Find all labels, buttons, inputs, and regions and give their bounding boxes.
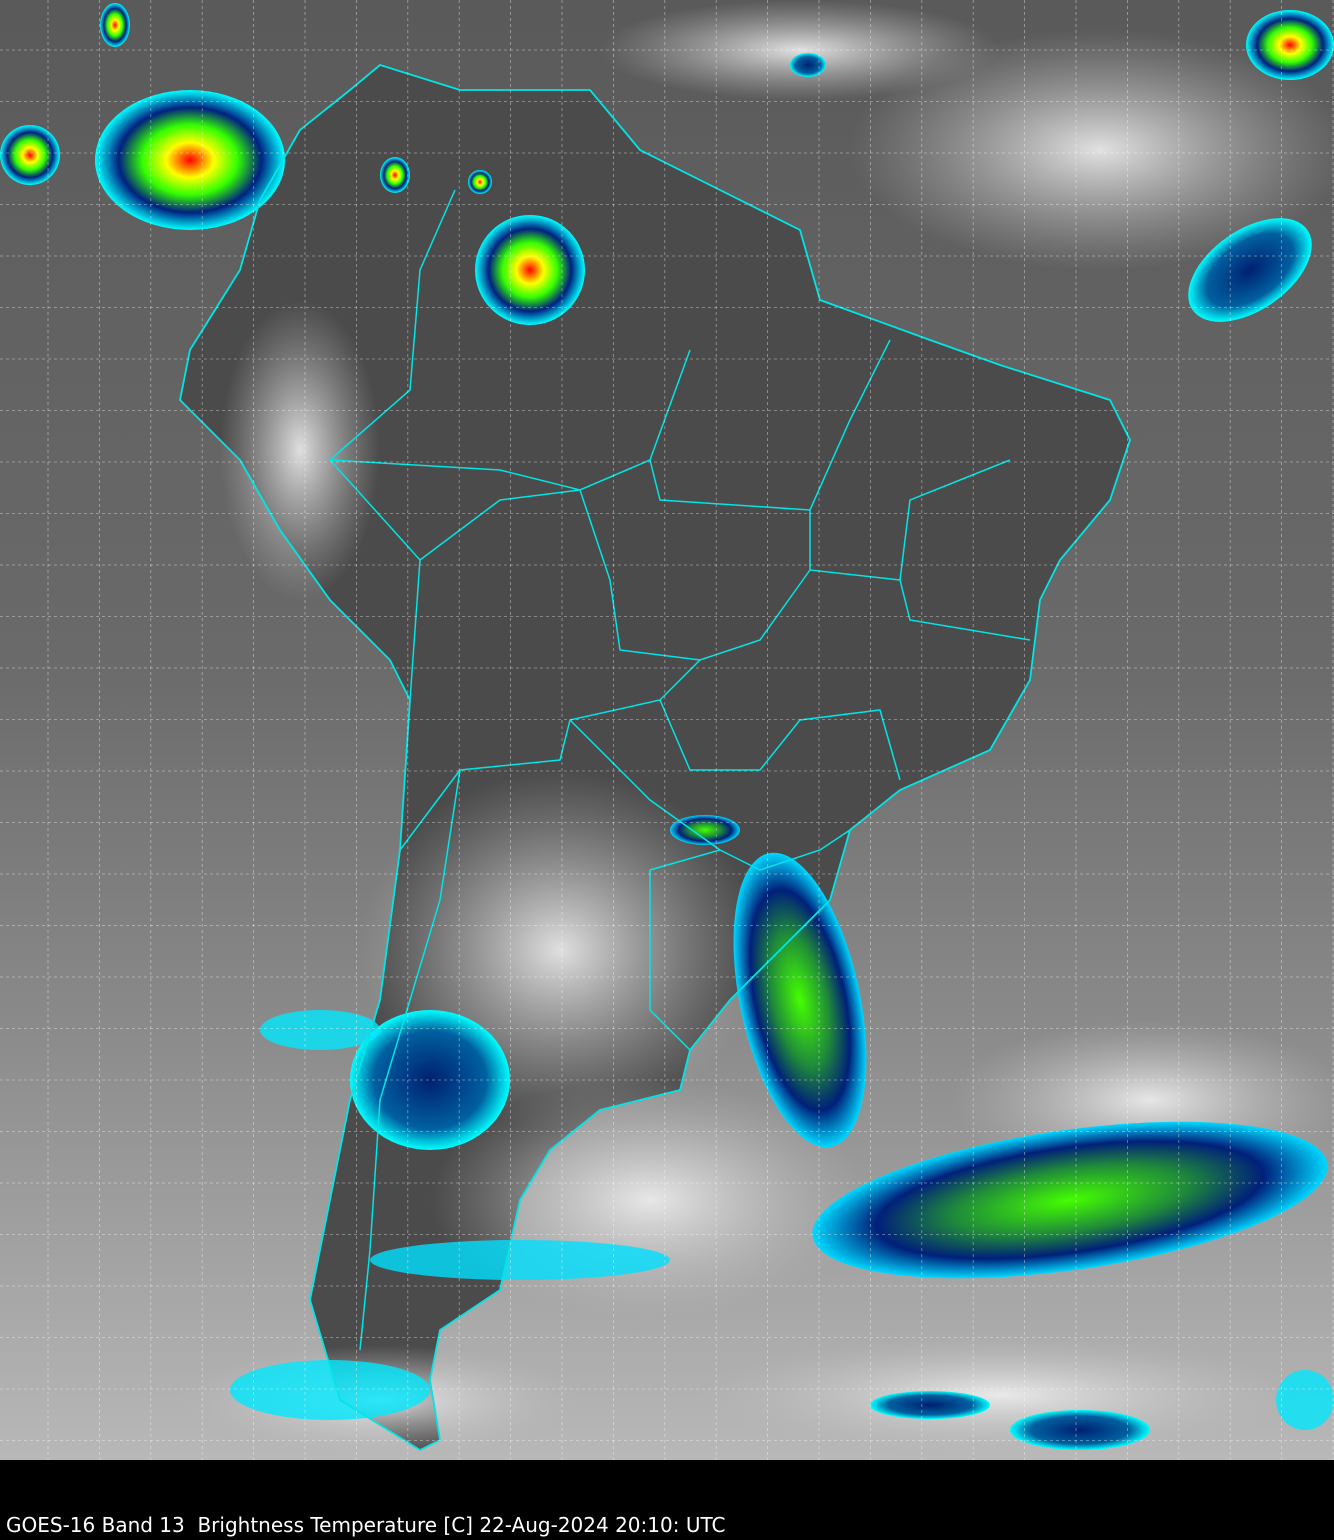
convective-cloud-tops [0,3,1334,1450]
image-caption: GOES-16 Band 13 Brightness Temperature [… [6,1513,726,1537]
coastline-borders [179,63,1131,1452]
satellite-map [0,0,1334,1460]
lat-lon-gridlines [0,0,1334,1460]
internal-borders [328,189,1031,1351]
